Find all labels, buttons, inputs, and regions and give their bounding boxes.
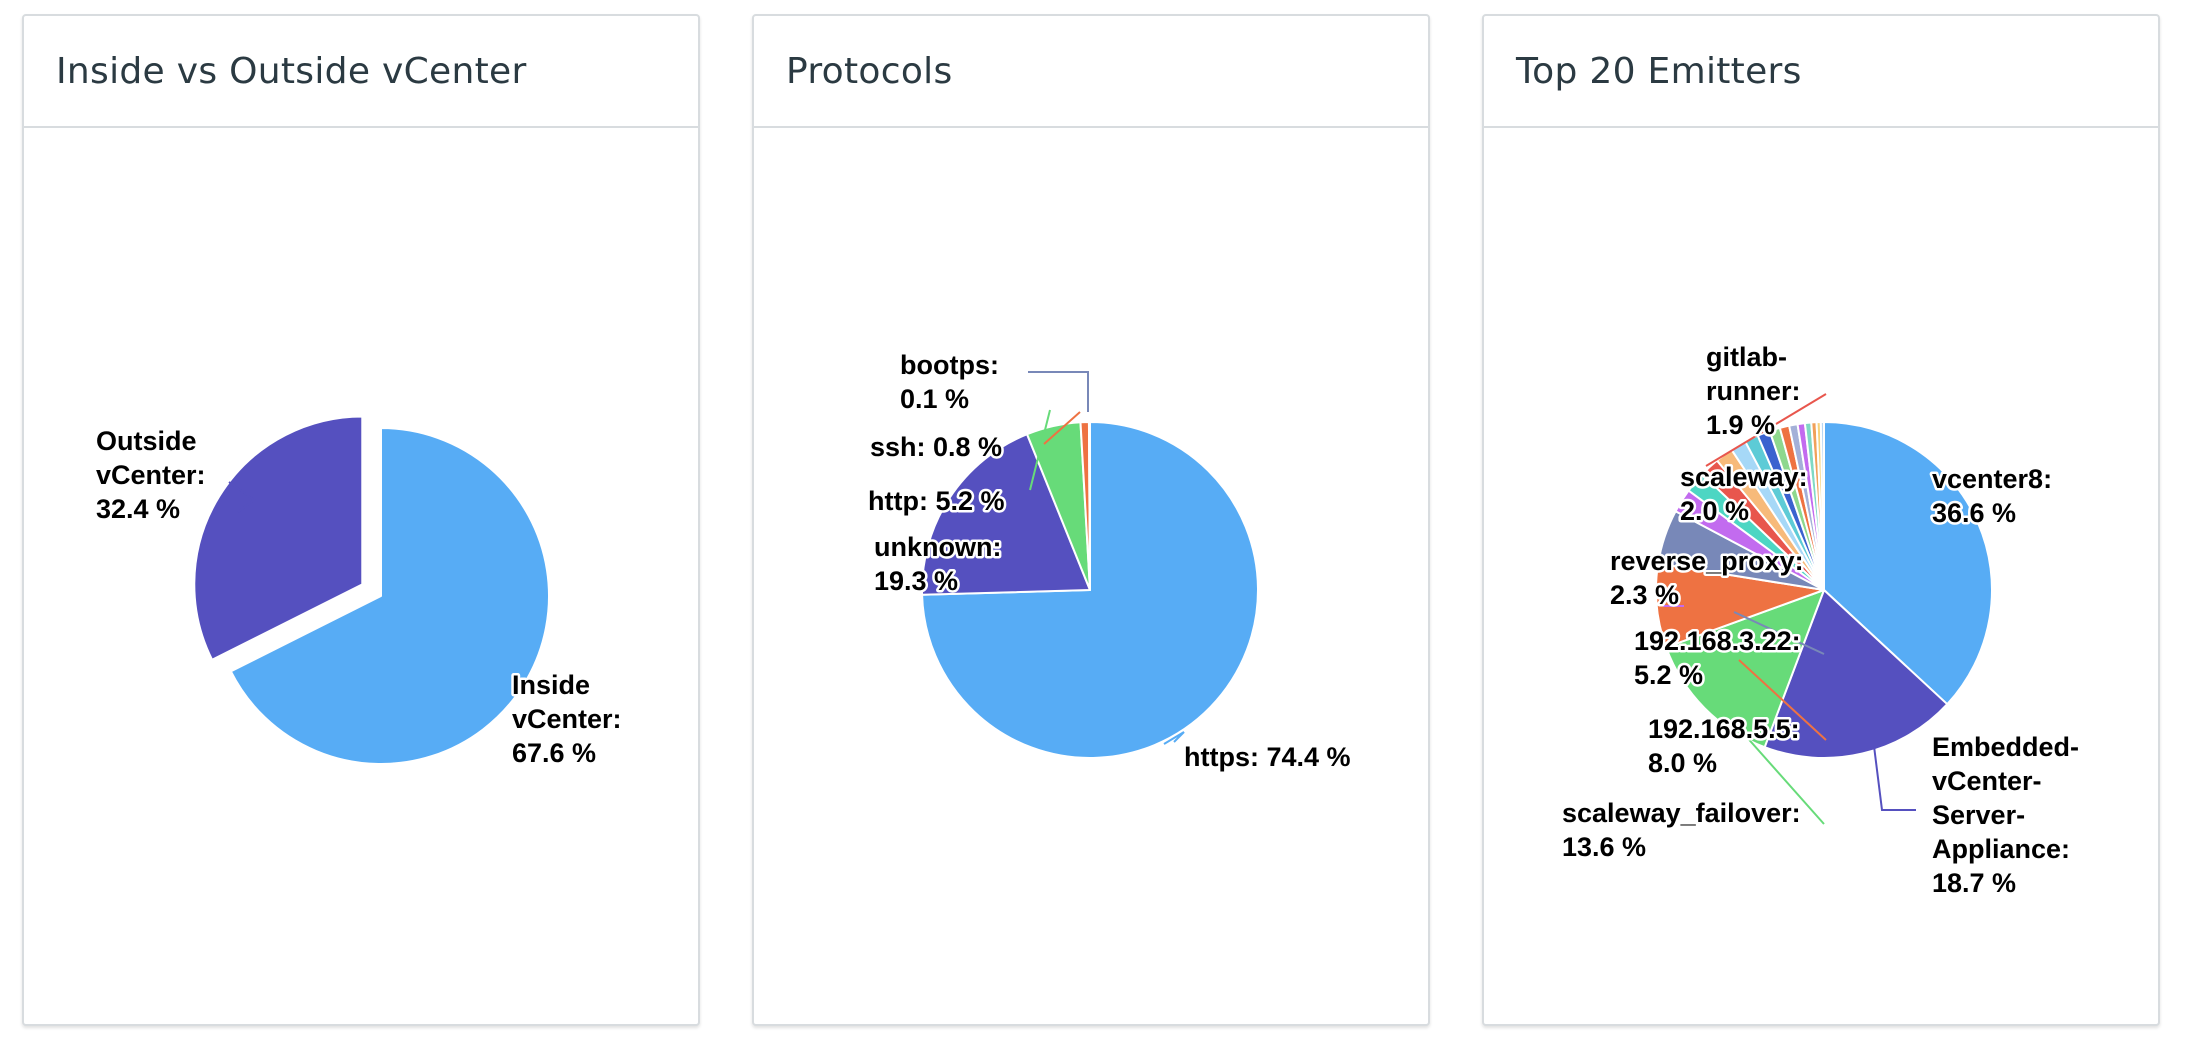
pie-slice-outside-vcenter[interactable]: [193, 415, 364, 661]
card-title: Protocols: [786, 50, 953, 92]
pie-slice-bootps[interactable]: [1087, 420, 1091, 591]
pie-slice-vcenter8[interactable]: [1823, 421, 1993, 706]
slice-labels: https: 74.4 % unknown: 19.3 % http: 5.2 % ss…: [866, 348, 1354, 775]
pie-slice-unknown[interactable]: [921, 433, 1091, 596]
card-title: Top 20 Emitters: [1516, 50, 1802, 92]
pie-slices: [193, 415, 550, 765]
leader-line-bootps: [1028, 371, 1089, 412]
slice-label-reverse-proxy: reverse_proxy: 2.3 %: [1610, 546, 1804, 610]
card-title: Inside vs Outside vCenter: [56, 50, 527, 92]
pie-slice-embedded-vcenter-server-appliance[interactable]: [1763, 589, 1949, 759]
leader-line-embedded-vcenter-server-appliance: [1873, 745, 1916, 811]
pie-chart-inside-outside: Inside vCenter: 67.6 % Outside vCenter: 32.4 …: [94, 415, 625, 771]
slice-label-bootps: bootps: 0.1 %: [900, 350, 999, 414]
leader-line-reverse-proxy: [1655, 589, 1684, 607]
chart-card-top-emitters: Top 20 Emitters vcenter8: 36.6 % Embedded-…: [1482, 14, 2160, 1026]
pie-slices: [1655, 420, 1993, 759]
slice-label-unknown: unknown: 19.3 %: [874, 532, 1001, 596]
leader-line-192-168-5-5: [1738, 659, 1827, 741]
leader-line-outside-vcenter: [228, 481, 256, 513]
pie-slice-other-19[interactable]: [1819, 420, 1825, 591]
slice-labels: vcenter8: 36.6 % Embedded-vCenter-Server-A…: [1560, 340, 2082, 901]
slice-label-inside-vcenter: Inside vCenter: 67.6 %: [512, 670, 622, 768]
pie-slices: [921, 420, 1259, 759]
slice-label-scaleway: scaleway: 2.0 %: [1680, 462, 1808, 526]
slice-label-vcenter8: vcenter8: 36.6 %: [1932, 464, 2052, 528]
pie-chart-top-emitters: vcenter8: 36.6 % Embedded-vCenter-Server-A…: [1560, 340, 2082, 901]
slice-label-outside-vcenter: Outside vCenter: 32.4 %: [96, 426, 206, 524]
card-header: Protocols: [754, 16, 1428, 128]
slice-label-gitlab-runner: gitlab-runner: 1.9 %: [1706, 342, 1801, 440]
leader-line-ssh: [1043, 411, 1081, 445]
leader-line-http: [1029, 409, 1051, 491]
card-header: Top 20 Emitters: [1484, 16, 2158, 128]
leader-line-scaleway-failover: [1743, 733, 1825, 825]
slice-label-192-168-5-5: 192.168.5.5: 8.0 %: [1648, 714, 1800, 778]
slice-label-embedded-vcenter-server-appliance: Embedded-vCenter-Server-Appliance: 18.7 %: [1932, 732, 2079, 898]
leader-line-192-168-3-22: [1733, 611, 1825, 655]
slice-label-scaleway-failover: scaleway_failover: 13.6 %: [1562, 798, 1801, 862]
pie-slice-scaleway-failover[interactable]: [1665, 589, 1825, 749]
leader-line-gitlab-runner: [1705, 393, 1827, 467]
leader-line-https: [1163, 731, 1185, 745]
chart-card-inside-outside: Inside vs Outside vCenter Inside vCenter:…: [22, 14, 700, 1026]
chart-card-protocols: Protocols https: 74.4 % unknown: 19.3 % htt…: [752, 14, 1430, 1026]
label-leaders: [228, 481, 256, 513]
card-header: Inside vs Outside vCenter: [24, 16, 698, 128]
pie-chart-protocols: https: 74.4 % unknown: 19.3 % http: 5.2 % ss…: [866, 348, 1354, 775]
slice-labels: Inside vCenter: 67.6 % Outside vCenter: 32.4 …: [94, 424, 625, 771]
label-leaders: [1655, 393, 1916, 825]
slice-label-https: https: 74.4 %: [1184, 742, 1351, 772]
slice-label-192-168-3-22: 192.168.3.22: 5.2 %: [1634, 626, 1801, 690]
pie-slice-https[interactable]: [921, 421, 1259, 759]
label-leaders: [1028, 371, 1185, 745]
slice-label-http: http: 5.2 %: [868, 486, 1005, 516]
pie-slice-inside-vcenter[interactable]: [229, 427, 550, 765]
slice-label-ssh: ssh: 0.8 %: [870, 432, 1002, 462]
